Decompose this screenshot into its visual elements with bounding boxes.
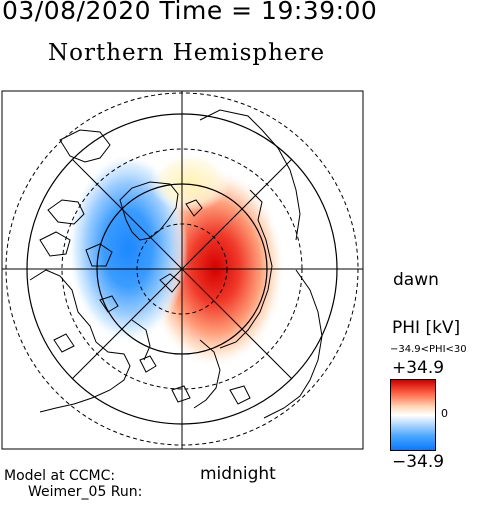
dawn-label: dawn [393,270,439,290]
polar-map [1,90,364,450]
colorbar-range-text: −34.9<PHI<30 [390,344,467,355]
colorbar-min-label: −34.9 [392,452,445,472]
midnight-label: midnight [200,464,276,484]
potential-negative-cell [68,153,188,343]
colorbar-quantity-label: PHI [kV] [392,318,461,338]
potential-weak-cell [150,152,230,212]
coastlines [29,109,323,419]
colorbar-max-label: +34.9 [392,358,445,378]
meridian-lines [2,91,363,449]
colorbar [390,379,436,451]
hemisphere-title: Northern Hemisphere [48,40,326,66]
time-header: 03/08/2020 Time = 19:39:00 [2,0,378,25]
run-label: Weimer_05 Run: [28,484,143,500]
model-label: Model at CCMC: [4,468,116,484]
colorbar-zero-label: 0 [441,407,448,420]
plot-frame [1,90,364,450]
